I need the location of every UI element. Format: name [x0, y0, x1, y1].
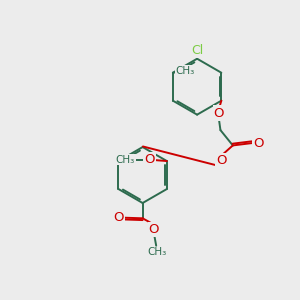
Text: CH₃: CH₃	[176, 66, 195, 76]
Text: O: O	[144, 153, 154, 166]
Text: O: O	[148, 223, 159, 236]
Text: Cl: Cl	[191, 44, 203, 57]
Text: O: O	[253, 136, 264, 150]
Text: O: O	[216, 154, 227, 167]
Text: O: O	[113, 211, 124, 224]
Text: O: O	[214, 106, 224, 119]
Text: CH₃: CH₃	[116, 154, 135, 165]
Text: CH₃: CH₃	[147, 248, 167, 257]
